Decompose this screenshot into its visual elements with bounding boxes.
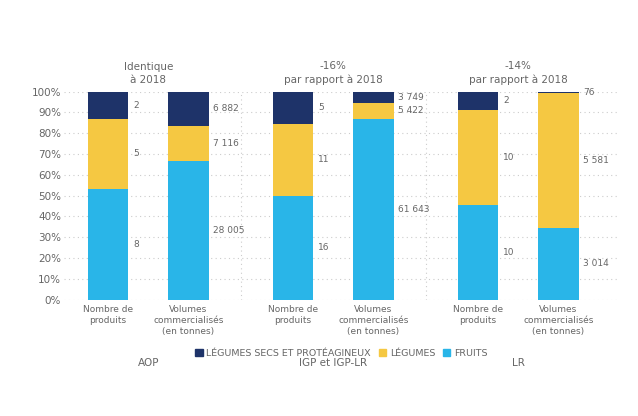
Bar [168, 126, 209, 161]
Text: 8: 8 [133, 240, 138, 248]
Bar [273, 92, 313, 124]
Bar [353, 119, 394, 300]
Text: LR: LR [512, 358, 524, 368]
Text: 61 643: 61 643 [399, 205, 430, 214]
Bar [168, 161, 209, 300]
Text: IGP et IGP-LR: IGP et IGP-LR [299, 358, 367, 368]
Text: 3 749: 3 749 [399, 93, 424, 102]
Legend: LÉGUMES SECS ET PROTÉAGINEUX, LÉGUMES, FRUITS: LÉGUMES SECS ET PROTÉAGINEUX, LÉGUMES, F… [191, 345, 491, 362]
Bar [538, 92, 579, 93]
Bar [458, 110, 498, 205]
Bar [88, 119, 128, 188]
Text: 10: 10 [503, 153, 514, 162]
Text: 2: 2 [503, 97, 508, 106]
Bar [168, 92, 209, 126]
Bar [273, 196, 313, 300]
Text: 10: 10 [503, 248, 514, 257]
Bar [458, 92, 498, 110]
Bar [458, 205, 498, 300]
Text: 5 581: 5 581 [584, 156, 609, 165]
Text: 3 014: 3 014 [584, 259, 609, 268]
Text: 11: 11 [318, 155, 329, 164]
Bar [353, 103, 394, 119]
Bar [88, 92, 128, 119]
Bar [538, 93, 579, 228]
Bar [88, 188, 128, 300]
Text: 2: 2 [133, 101, 138, 110]
Text: 5 422: 5 422 [399, 106, 424, 115]
Text: 5: 5 [133, 149, 138, 158]
Text: 6 882: 6 882 [214, 104, 239, 113]
Text: -14%
par rapport à 2018: -14% par rapport à 2018 [469, 62, 568, 85]
Bar [538, 228, 579, 300]
Text: -16%
par rapport à 2018: -16% par rapport à 2018 [284, 62, 383, 85]
Text: 76: 76 [584, 88, 595, 97]
Bar [353, 92, 394, 103]
Text: AOP: AOP [138, 358, 159, 368]
Text: 28 005: 28 005 [214, 226, 245, 235]
Text: 5: 5 [318, 103, 323, 112]
Text: 16: 16 [318, 243, 329, 252]
Text: Identique
à 2018: Identique à 2018 [124, 62, 173, 85]
Bar [273, 124, 313, 196]
Text: 7 116: 7 116 [214, 139, 239, 148]
